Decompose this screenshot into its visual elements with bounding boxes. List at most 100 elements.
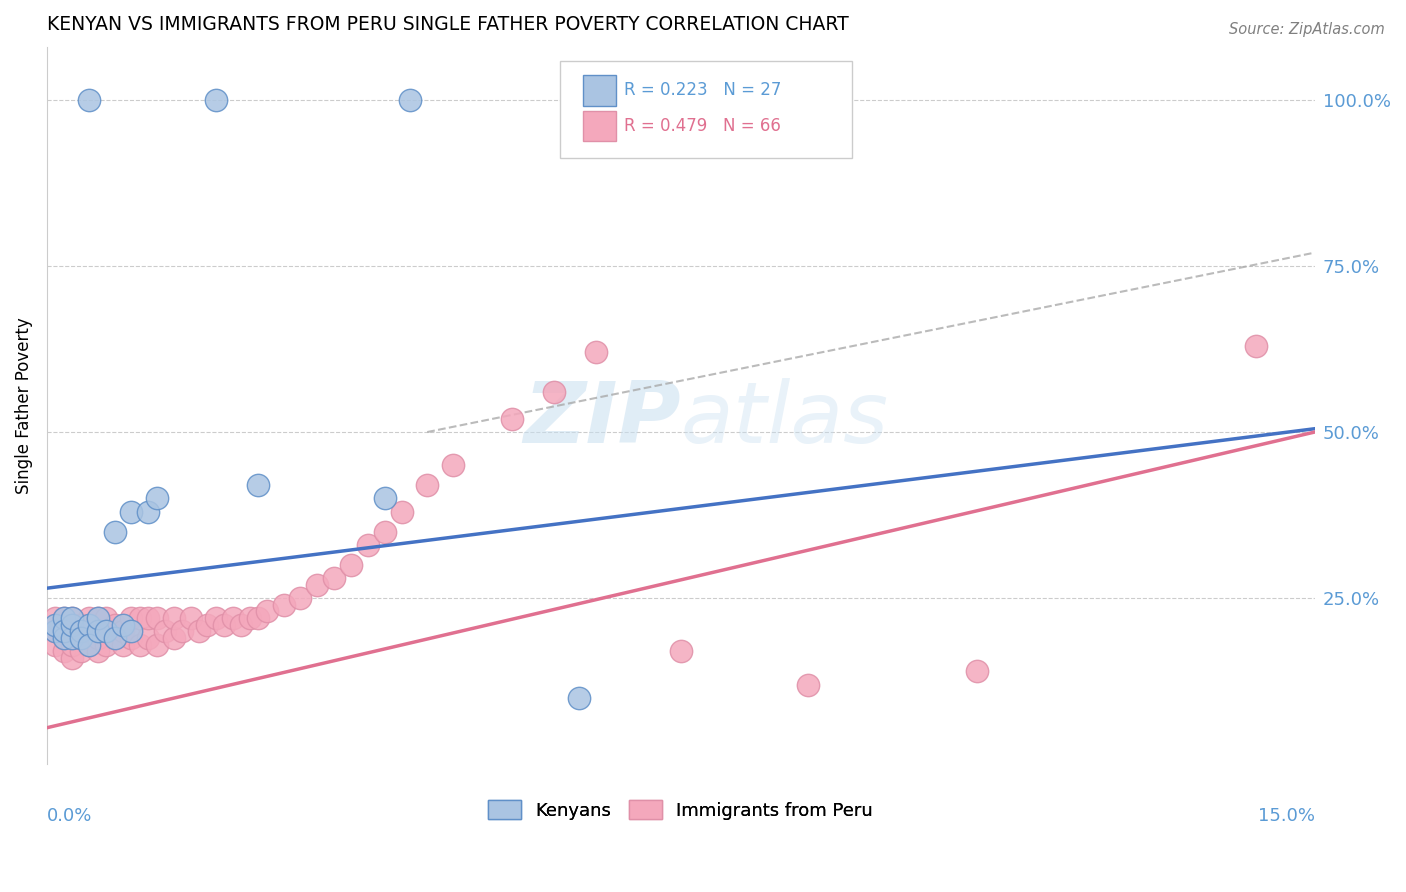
- Point: [77, 624, 100, 639]
- Point: [94, 624, 117, 639]
- Point: [197, 617, 219, 632]
- Point: [69, 644, 91, 658]
- Point: [391, 505, 413, 519]
- Point: [111, 638, 134, 652]
- Point: [543, 385, 565, 400]
- Point: [111, 624, 134, 639]
- Text: Source: ZipAtlas.com: Source: ZipAtlas.com: [1229, 22, 1385, 37]
- Point: [86, 611, 108, 625]
- Point: [796, 677, 818, 691]
- Point: [60, 651, 83, 665]
- Point: [69, 624, 91, 639]
- Point: [290, 591, 312, 606]
- Point: [145, 638, 167, 652]
- Point: [155, 624, 177, 639]
- Point: [77, 638, 100, 652]
- Point: [77, 617, 100, 632]
- Point: [441, 458, 464, 473]
- Point: [52, 624, 75, 639]
- Point: [247, 478, 270, 492]
- Point: [120, 624, 142, 639]
- Point: [77, 93, 100, 107]
- Point: [180, 611, 202, 625]
- Point: [323, 571, 346, 585]
- Text: R = 0.479   N = 66: R = 0.479 N = 66: [624, 118, 780, 136]
- Point: [94, 638, 117, 652]
- Point: [273, 598, 295, 612]
- Point: [52, 611, 75, 625]
- Point: [214, 617, 236, 632]
- Point: [86, 611, 108, 625]
- Point: [399, 93, 422, 107]
- Point: [568, 690, 591, 705]
- Point: [44, 611, 66, 625]
- Point: [205, 611, 228, 625]
- Point: [163, 631, 186, 645]
- Point: [77, 611, 100, 625]
- Point: [136, 631, 159, 645]
- Point: [69, 631, 91, 645]
- Point: [188, 624, 211, 639]
- Point: [103, 631, 125, 645]
- Point: [60, 611, 83, 625]
- Point: [86, 624, 108, 639]
- Point: [86, 631, 108, 645]
- Point: [205, 93, 228, 107]
- Point: [340, 558, 363, 572]
- Point: [501, 411, 523, 425]
- Point: [1244, 339, 1267, 353]
- Point: [44, 624, 66, 639]
- Text: atlas: atlas: [681, 378, 889, 461]
- Point: [163, 611, 186, 625]
- Point: [111, 617, 134, 632]
- Point: [172, 624, 194, 639]
- Point: [60, 624, 83, 639]
- Text: ZIP: ZIP: [523, 378, 681, 461]
- Point: [136, 611, 159, 625]
- Point: [52, 611, 75, 625]
- Point: [60, 631, 83, 645]
- Text: KENYAN VS IMMIGRANTS FROM PERU SINGLE FATHER POVERTY CORRELATION CHART: KENYAN VS IMMIGRANTS FROM PERU SINGLE FA…: [46, 15, 849, 34]
- Point: [120, 611, 142, 625]
- Point: [136, 505, 159, 519]
- Point: [357, 538, 380, 552]
- Point: [60, 617, 83, 632]
- Point: [44, 617, 66, 632]
- Point: [128, 638, 150, 652]
- Legend: Kenyans, Immigrants from Peru: Kenyans, Immigrants from Peru: [481, 793, 880, 827]
- Point: [416, 478, 439, 492]
- Point: [86, 644, 108, 658]
- Point: [44, 638, 66, 652]
- Point: [145, 611, 167, 625]
- Point: [52, 644, 75, 658]
- Point: [585, 345, 607, 359]
- Point: [94, 624, 117, 639]
- Point: [231, 617, 253, 632]
- Point: [94, 611, 117, 625]
- Point: [52, 631, 75, 645]
- Point: [44, 624, 66, 639]
- Point: [120, 631, 142, 645]
- Point: [307, 578, 329, 592]
- Point: [60, 638, 83, 652]
- Point: [669, 644, 692, 658]
- Point: [103, 631, 125, 645]
- Point: [239, 611, 262, 625]
- Y-axis label: Single Father Poverty: Single Father Poverty: [15, 317, 32, 494]
- Point: [374, 491, 396, 506]
- Point: [103, 524, 125, 539]
- Text: R = 0.223   N = 27: R = 0.223 N = 27: [624, 81, 782, 99]
- Text: 15.0%: 15.0%: [1257, 807, 1315, 825]
- Point: [69, 631, 91, 645]
- Point: [69, 617, 91, 632]
- FancyBboxPatch shape: [583, 75, 616, 105]
- Point: [52, 617, 75, 632]
- Point: [77, 638, 100, 652]
- Point: [145, 491, 167, 506]
- FancyBboxPatch shape: [561, 61, 852, 158]
- Point: [374, 524, 396, 539]
- Point: [222, 611, 245, 625]
- Point: [247, 611, 270, 625]
- Point: [128, 611, 150, 625]
- Point: [52, 631, 75, 645]
